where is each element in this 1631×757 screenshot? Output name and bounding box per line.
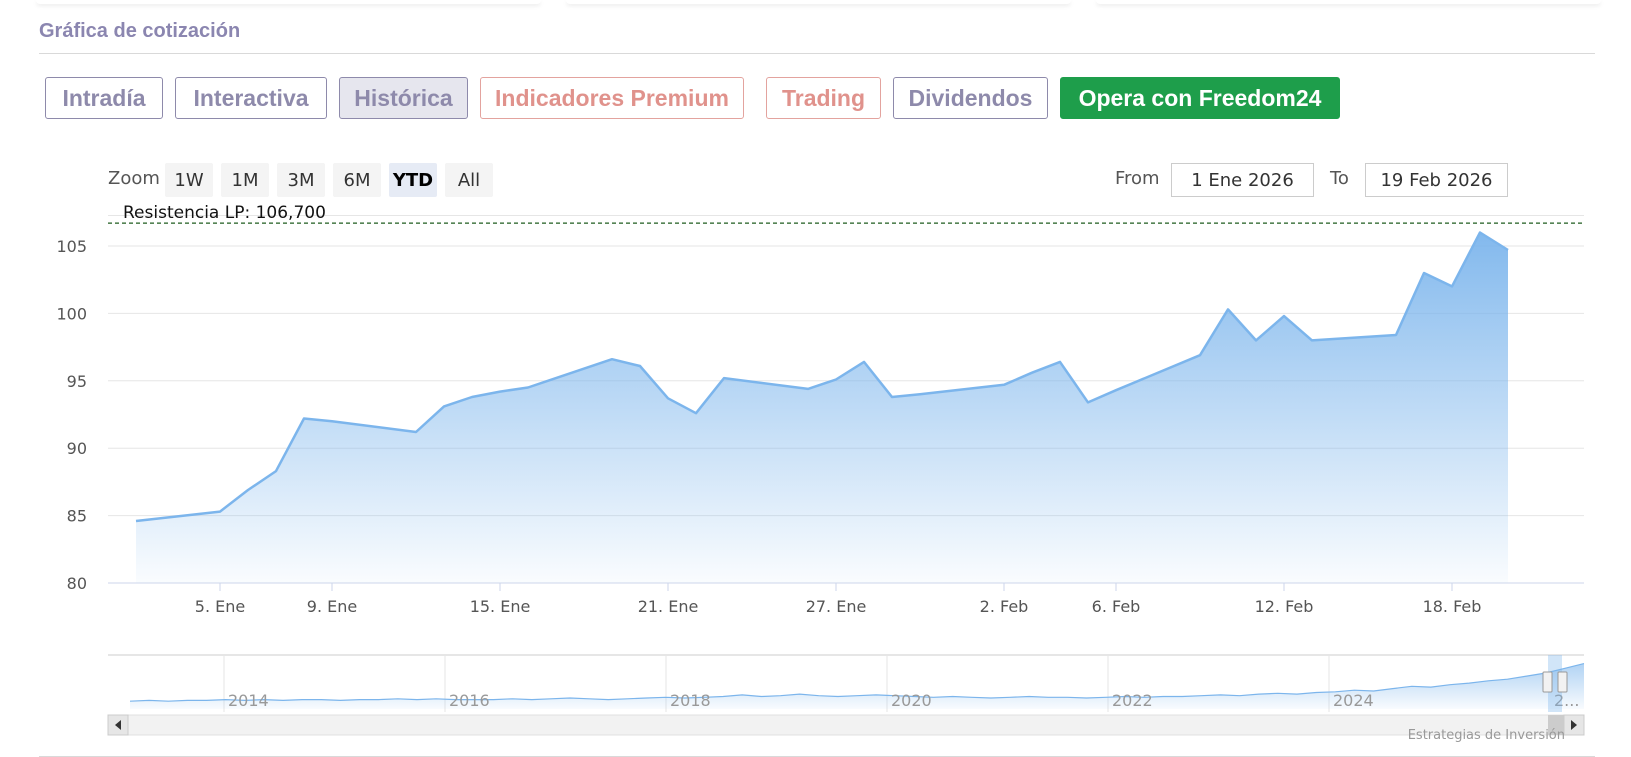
scrollbar-right-button[interactable] <box>1563 714 1585 736</box>
tab-indicadores-premium[interactable]: Indicadores Premium <box>480 77 744 119</box>
navigator-year-label: 2022 <box>1112 691 1153 710</box>
y-tick-label: 90 <box>67 439 87 458</box>
tab-intradia[interactable]: Intradía <box>45 77 163 119</box>
y-tick-label: 80 <box>67 574 87 593</box>
x-tick-label: 5. Ene <box>195 597 245 616</box>
navigator-year-label: 2016 <box>449 691 490 710</box>
from-date-input[interactable]: 1 Ene 2026 <box>1171 163 1314 197</box>
tab-trading[interactable]: Trading <box>766 77 881 119</box>
freedom24-cta-button[interactable]: Opera con Freedom24 <box>1060 77 1340 119</box>
tab-interactiva[interactable]: Interactiva <box>175 77 327 119</box>
zoom-all-button[interactable]: All <box>445 163 493 197</box>
x-tick-label: 15. Ene <box>470 597 531 616</box>
range-selector-divider <box>108 215 1584 216</box>
card-top-edge <box>566 0 1071 4</box>
zoom-1w-button[interactable]: 1W <box>165 163 213 197</box>
section-title: Gráfica de cotización <box>39 20 241 42</box>
tab-dividendos[interactable]: Dividendos <box>893 77 1048 119</box>
chart-credit[interactable]: Estrategias de Inversión <box>1407 728 1565 743</box>
from-label: From <box>1115 168 1160 189</box>
chevron-left-icon <box>115 720 121 730</box>
navigator-year-label: 2020 <box>891 691 932 710</box>
navigator-year-label: 2024 <box>1333 691 1374 710</box>
resistance-label: Resistencia LP: 106,700 <box>123 203 326 223</box>
price-series-line <box>135 231 1509 523</box>
navigator-line <box>129 663 1585 702</box>
to-date-input[interactable]: 19 Feb 2026 <box>1365 163 1508 197</box>
card-top-edge <box>1096 0 1601 4</box>
navigator-right-handle[interactable] <box>1557 671 1568 693</box>
navigator-left-handle[interactable] <box>1542 671 1553 693</box>
tab-historica[interactable]: Histórica <box>339 77 468 119</box>
x-tick-label: 2. Feb <box>980 597 1029 616</box>
navigator-year-label: 2018 <box>670 691 711 710</box>
navigator-area <box>130 663 1584 709</box>
title-divider <box>39 53 1595 54</box>
x-tick-label: 21. Ene <box>638 597 699 616</box>
card-top-edge <box>36 0 541 4</box>
zoom-1m-button[interactable]: 1M <box>221 163 269 197</box>
price-area-fill <box>136 232 1508 583</box>
x-tick-label: 6. Feb <box>1092 597 1141 616</box>
zoom-label: Zoom <box>108 168 160 189</box>
y-tick-label: 95 <box>67 372 87 391</box>
zoom-3m-button[interactable]: 3M <box>277 163 325 197</box>
navigator-year-label: 2... <box>1554 691 1579 710</box>
scrollbar-left-button[interactable] <box>107 714 129 736</box>
x-tick-label: 18. Feb <box>1423 597 1482 616</box>
y-tick-label: 105 <box>56 237 87 256</box>
navigator-year-label: 2014 <box>228 691 269 710</box>
navigator-selected-range <box>1548 655 1562 712</box>
scrollbar-track[interactable] <box>107 714 1585 736</box>
to-label: To <box>1330 168 1349 189</box>
zoom-ytd-button[interactable]: YTD <box>389 163 437 197</box>
x-tick-label: 12. Feb <box>1255 597 1314 616</box>
zoom-6m-button[interactable]: 6M <box>333 163 381 197</box>
x-tick-label: 9. Ene <box>307 597 357 616</box>
x-tick-label: 27. Ene <box>806 597 867 616</box>
chevron-right-icon <box>1571 720 1577 730</box>
y-tick-label: 85 <box>67 507 87 526</box>
y-tick-label: 100 <box>56 304 87 323</box>
